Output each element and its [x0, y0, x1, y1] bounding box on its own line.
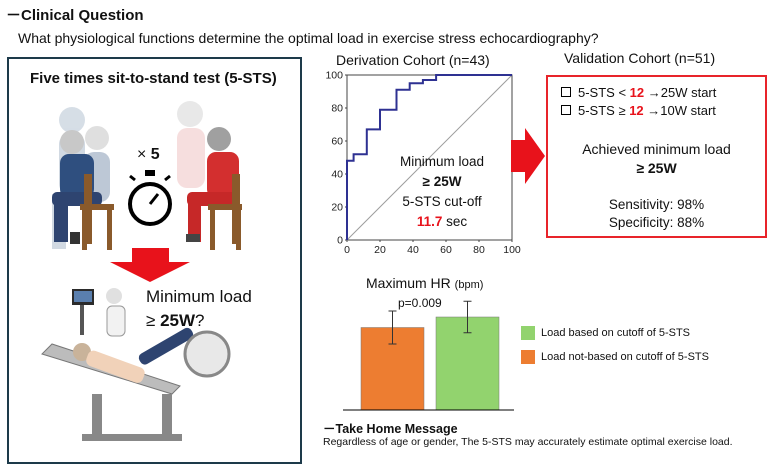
specificity: Specificity: 88% — [608, 215, 705, 230]
sensitivity: Sensitivity: 98% — [608, 197, 705, 212]
checkbox-icon — [561, 87, 571, 97]
legend-not-based: Load not-based on cutoff of 5-STS — [521, 350, 709, 364]
accuracy-stats: Sensitivity: 98% Specificity: 88% — [546, 196, 767, 232]
validation-title: Validation Cohort (n=51) — [564, 50, 716, 66]
roc-ytick-label: 40 — [331, 169, 343, 181]
left-panel — [7, 57, 302, 464]
down-arrow-icon — [110, 248, 190, 282]
roc-reference-line — [346, 74, 513, 241]
seated-woman-icon — [186, 127, 239, 242]
ghost-person-right-icon — [177, 101, 205, 188]
legend-swatch-green — [521, 326, 535, 340]
roc-ytick-label: 20 — [331, 202, 343, 214]
chair-left-icon — [80, 174, 114, 250]
roc-xtick-label: 100 — [503, 244, 521, 256]
p-value: p=0.009 — [398, 296, 442, 310]
roc-xtick-label: 40 — [407, 244, 419, 256]
roc-ytick-label: 60 — [331, 136, 343, 148]
take-home-text: Regardless of age or gender, The 5-STS m… — [323, 436, 733, 448]
seated-man-icon — [52, 130, 102, 244]
roc-ytick-label: 100 — [325, 70, 343, 82]
criterion-2: 5-STS ≥ 12 →10W start — [561, 102, 716, 120]
take-home-title: －Take Home Message — [323, 422, 458, 436]
roc-xtick-label: 60 — [440, 244, 452, 256]
hr-chart-title: Maximum HR (bpm) — [366, 275, 484, 291]
legend-swatch-orange — [521, 350, 535, 364]
roc-ytick-label: 80 — [331, 103, 343, 115]
bicycle-ergometer-icon — [41, 288, 231, 441]
stopwatch-icon — [128, 170, 172, 226]
minimum-load-question: Minimum load ≥ 25W? — [146, 287, 252, 330]
five-sts-title: Five times sit-to-stand test (5-STS) — [30, 70, 277, 87]
repetition-count: × 5 — [137, 146, 160, 163]
roc-annotation: Minimum load ≥ 25W 5-STS cut-off 11.7 se… — [399, 154, 485, 229]
legend-based: Load based on cutoff of 5-STS — [521, 326, 690, 340]
clinical-question: What physiological functions determine t… — [18, 30, 599, 46]
sit-to-stand-illustration — [41, 101, 242, 441]
roc-xtick-label: 20 — [374, 244, 386, 256]
roc-xtick-label: 0 — [344, 244, 350, 256]
roc-xtick-label: 80 — [473, 244, 485, 256]
roc-chart-title: Derivation Cohort (n=43) — [336, 52, 490, 68]
criterion-1: 5-STS < 12 →25W start — [561, 84, 716, 102]
checkbox-icon — [561, 105, 571, 115]
achieved-min-load: Achieved minimum load ≥ 25W — [582, 141, 731, 176]
roc-curve — [346, 74, 512, 240]
roc-ytick-label: 0 — [337, 235, 343, 247]
chair-right-icon — [208, 174, 242, 250]
validation-box — [546, 75, 767, 238]
right-arrow-icon — [511, 128, 545, 184]
section-title: －Clinical Question — [6, 7, 144, 24]
